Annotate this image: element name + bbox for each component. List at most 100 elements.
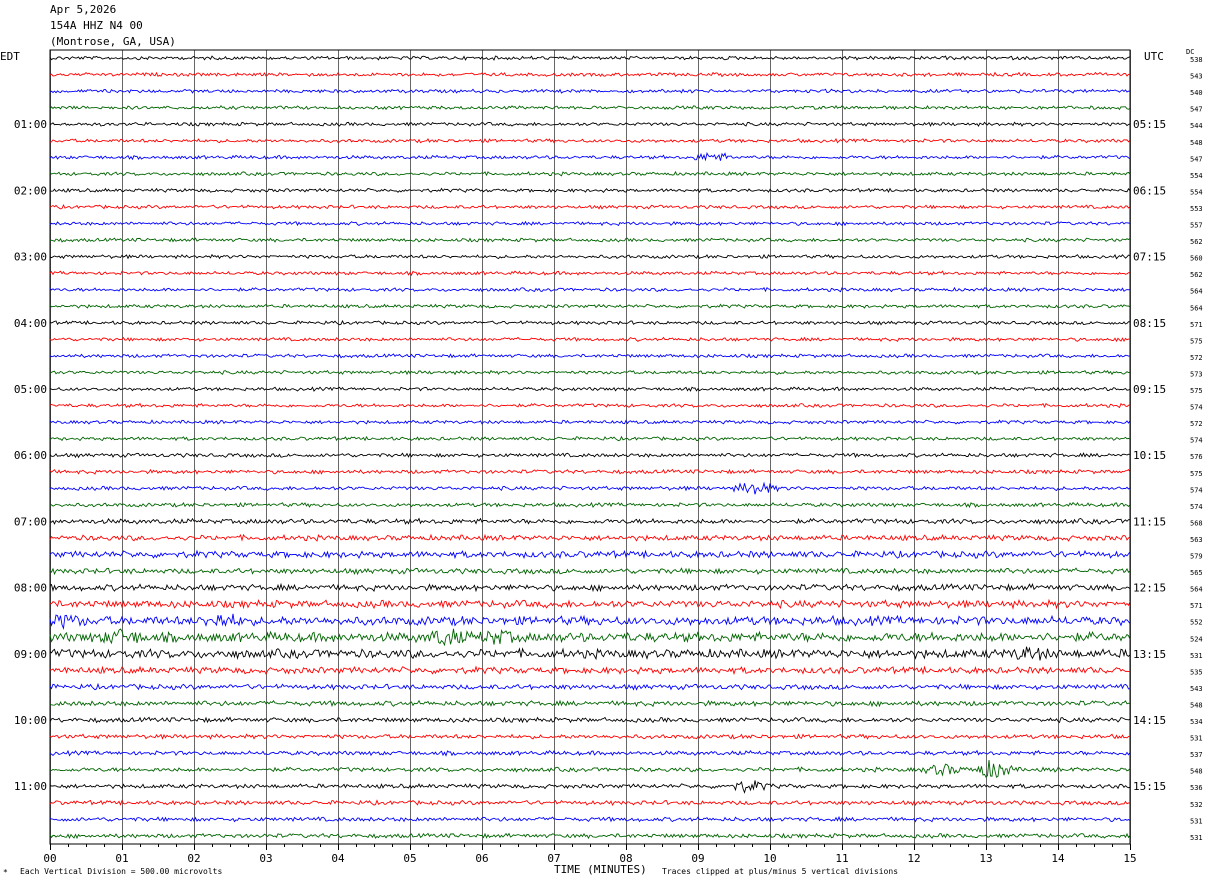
left-hour-label: 05:00 [14, 383, 47, 396]
dc-offset-label: 568 [1190, 519, 1203, 527]
seismic-trace [49, 517, 1130, 525]
seismic-trace [49, 628, 1131, 647]
dc-offset-label: 534 [1190, 718, 1203, 726]
dc-offset-label: 575 [1190, 387, 1203, 395]
dc-offset-label: 562 [1190, 238, 1203, 246]
dc-offset-label: 544 [1190, 122, 1203, 130]
dc-offset-label: 547 [1190, 155, 1203, 163]
right-hour-label: 09:15 [1133, 383, 1166, 396]
dc-offset-label: 574 [1190, 486, 1203, 494]
seismic-trace [49, 270, 1131, 277]
x-tick-label: 05 [403, 852, 416, 865]
dc-column-label: DC [1186, 48, 1195, 56]
clip-note: Traces clipped at plus/minus 5 vertical … [662, 867, 899, 876]
dc-offset-label: 565 [1190, 569, 1203, 577]
corner-mark: * [3, 868, 8, 877]
seismic-trace [50, 598, 1131, 610]
header-date: Apr 5,2026 [50, 3, 117, 16]
left-hour-label: 08:00 [14, 582, 47, 595]
dc-offset-label: 576 [1190, 453, 1203, 461]
dc-offset-label: 552 [1190, 619, 1203, 627]
dc-offset-label: 564 [1190, 288, 1203, 296]
seismic-trace [49, 682, 1131, 691]
left-hour-label: 03:00 [14, 251, 47, 264]
dc-offset-label: 562 [1190, 271, 1203, 279]
seismic-trace [49, 435, 1131, 442]
dc-offset-label: 540 [1190, 89, 1203, 97]
x-tick-label: 08 [619, 852, 632, 865]
x-tick-label: 03 [259, 852, 272, 865]
seismic-trace [49, 286, 1131, 293]
dc-offset-label: 575 [1190, 337, 1203, 345]
right-timezone-label: UTC [1144, 50, 1164, 63]
dc-offset-label: 531 [1190, 834, 1203, 842]
dc-offset-label: 574 [1190, 437, 1203, 445]
dc-offset-label: 535 [1190, 668, 1203, 676]
left-hour-label: 07:00 [14, 515, 47, 528]
seismic-trace [49, 646, 1131, 661]
dc-offset-label: 548 [1190, 768, 1203, 776]
seismic-trace [49, 303, 1131, 309]
x-tick-label: 12 [907, 852, 920, 865]
x-tick-label: 01 [115, 852, 128, 865]
dc-offset-label: 543 [1190, 685, 1203, 693]
dc-offset-label: 548 [1190, 701, 1203, 709]
right-hour-label: 14:15 [1133, 714, 1166, 727]
seismic-trace [49, 665, 1131, 676]
seismic-trace [49, 170, 1131, 177]
dc-offset-label: 563 [1190, 536, 1203, 544]
dc-offset-label: 564 [1190, 586, 1203, 594]
dc-offset-label: 579 [1190, 553, 1203, 561]
right-hour-label: 15:15 [1133, 780, 1166, 793]
seismic-trace [49, 468, 1131, 475]
seismic-trace [49, 613, 1131, 631]
seismic-trace [49, 501, 1131, 509]
seismic-trace [49, 567, 1131, 576]
x-tick-label: 02 [187, 852, 200, 865]
left-hour-label: 09:00 [14, 648, 47, 661]
x-axis-title: TIME (MINUTES) [554, 863, 647, 876]
x-tick-label: 15 [1123, 852, 1136, 865]
dc-offset-label: 554 [1190, 188, 1203, 196]
seismic-trace [49, 353, 1131, 359]
seismic-trace [49, 121, 1131, 128]
seismic-trace [49, 151, 1131, 162]
seismic-trace [49, 799, 1131, 807]
left-hour-label: 11:00 [14, 780, 47, 793]
dc-offset-label: 547 [1190, 106, 1203, 114]
seismic-trace [49, 699, 1131, 708]
right-hour-label: 06:15 [1133, 184, 1166, 197]
x-tick-label: 09 [691, 852, 704, 865]
x-tick-label: 14 [1051, 852, 1065, 865]
seismic-trace [49, 104, 1131, 111]
seismic-trace [49, 760, 1131, 778]
seismic-trace [49, 386, 1131, 392]
seismic-trace [49, 452, 1131, 459]
seismic-trace [49, 204, 1131, 210]
x-tick-label: 06 [475, 852, 488, 865]
dc-offset-label: 574 [1190, 404, 1203, 412]
seismic-trace [49, 549, 1131, 560]
dc-offset-label: 557 [1190, 222, 1203, 230]
seismic-trace [49, 138, 1131, 144]
dc-offset-label: 548 [1190, 139, 1203, 147]
seismic-trace [49, 336, 1131, 343]
left-hour-label: 01:00 [14, 118, 47, 131]
seismic-trace [49, 237, 1131, 243]
seismic-trace [49, 369, 1131, 376]
x-tick-label: 04 [331, 852, 345, 865]
dc-offset-label: 571 [1190, 321, 1203, 329]
dc-offset-label: 554 [1190, 172, 1203, 180]
seismic-trace [49, 733, 1131, 740]
seismic-trace [49, 832, 1131, 840]
dc-offset-label: 575 [1190, 470, 1203, 478]
dc-offset-label: 572 [1190, 354, 1203, 362]
x-tick-label: 13 [979, 852, 992, 865]
dc-offset-label: 560 [1190, 255, 1203, 263]
right-hour-label: 13:15 [1133, 648, 1166, 661]
right-hour-label: 08:15 [1133, 317, 1166, 330]
x-tick-label: 00 [43, 852, 56, 865]
left-hour-label: 04:00 [14, 317, 47, 330]
dc-offset-label: 536 [1190, 784, 1203, 792]
